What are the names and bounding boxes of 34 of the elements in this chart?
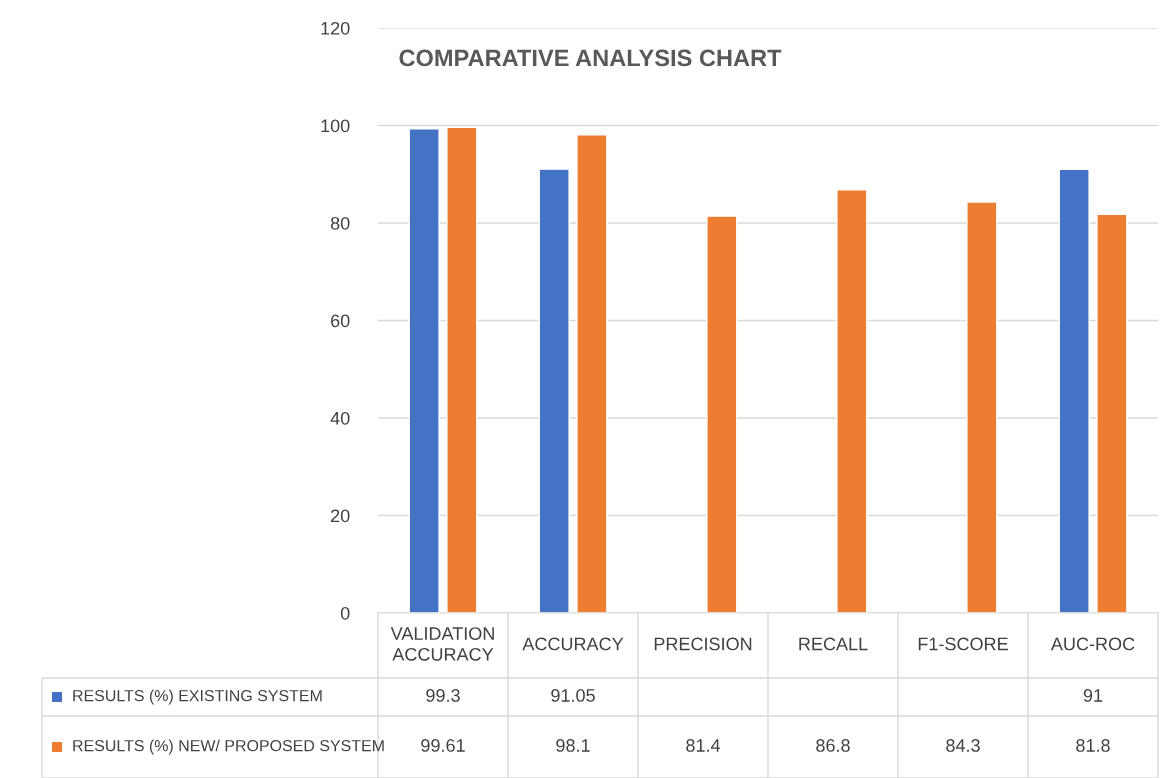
bar [836,189,868,613]
data-label: 91.05 [551,689,595,702]
x-tick-label: F1-SCORE [918,637,1008,651]
y-tick-label: 100 [321,119,350,133]
bar [446,126,478,613]
x-tick-label: AUC-ROC [1050,637,1135,651]
y-tick-label: 120 [321,21,350,35]
bar [408,128,440,613]
legend-label: RESULTS (%) EXISTING SYSTEM [73,689,322,705]
x-tick-label: VALIDATION ACCURACY [390,627,494,661]
data-label: 84.3 [946,739,980,752]
data-label: 98.1 [556,739,590,752]
x-tick-label: PRECISION [654,637,752,651]
data-label: 91 [1083,689,1103,702]
x-tick-label: RECALL [799,637,868,651]
y-tick-label: 80 [330,216,350,230]
data-label: 81.8 [1076,739,1110,752]
data-label: 81.4 [686,739,721,752]
x-tick-label: ACCURACY [522,637,624,651]
legend-label: RESULTS (%) NEW/ PROPOSED SYSTEM [73,739,384,755]
data-label: 99.3 [426,689,460,702]
bar [1058,168,1090,613]
bar [576,134,608,613]
bar [966,201,998,613]
data-label: 86.8 [816,739,850,752]
y-tick-label: 0 [340,606,350,620]
bar [538,168,570,613]
data-label: 99.61 [421,739,465,752]
y-tick-label: 60 [331,314,350,328]
text: COMPARATIVE ANALYSIS CHART [399,49,782,67]
bar [706,215,738,613]
y-tick-label: 20 [331,509,350,523]
bar [1096,213,1128,613]
y-tick-label: 40 [330,411,350,425]
